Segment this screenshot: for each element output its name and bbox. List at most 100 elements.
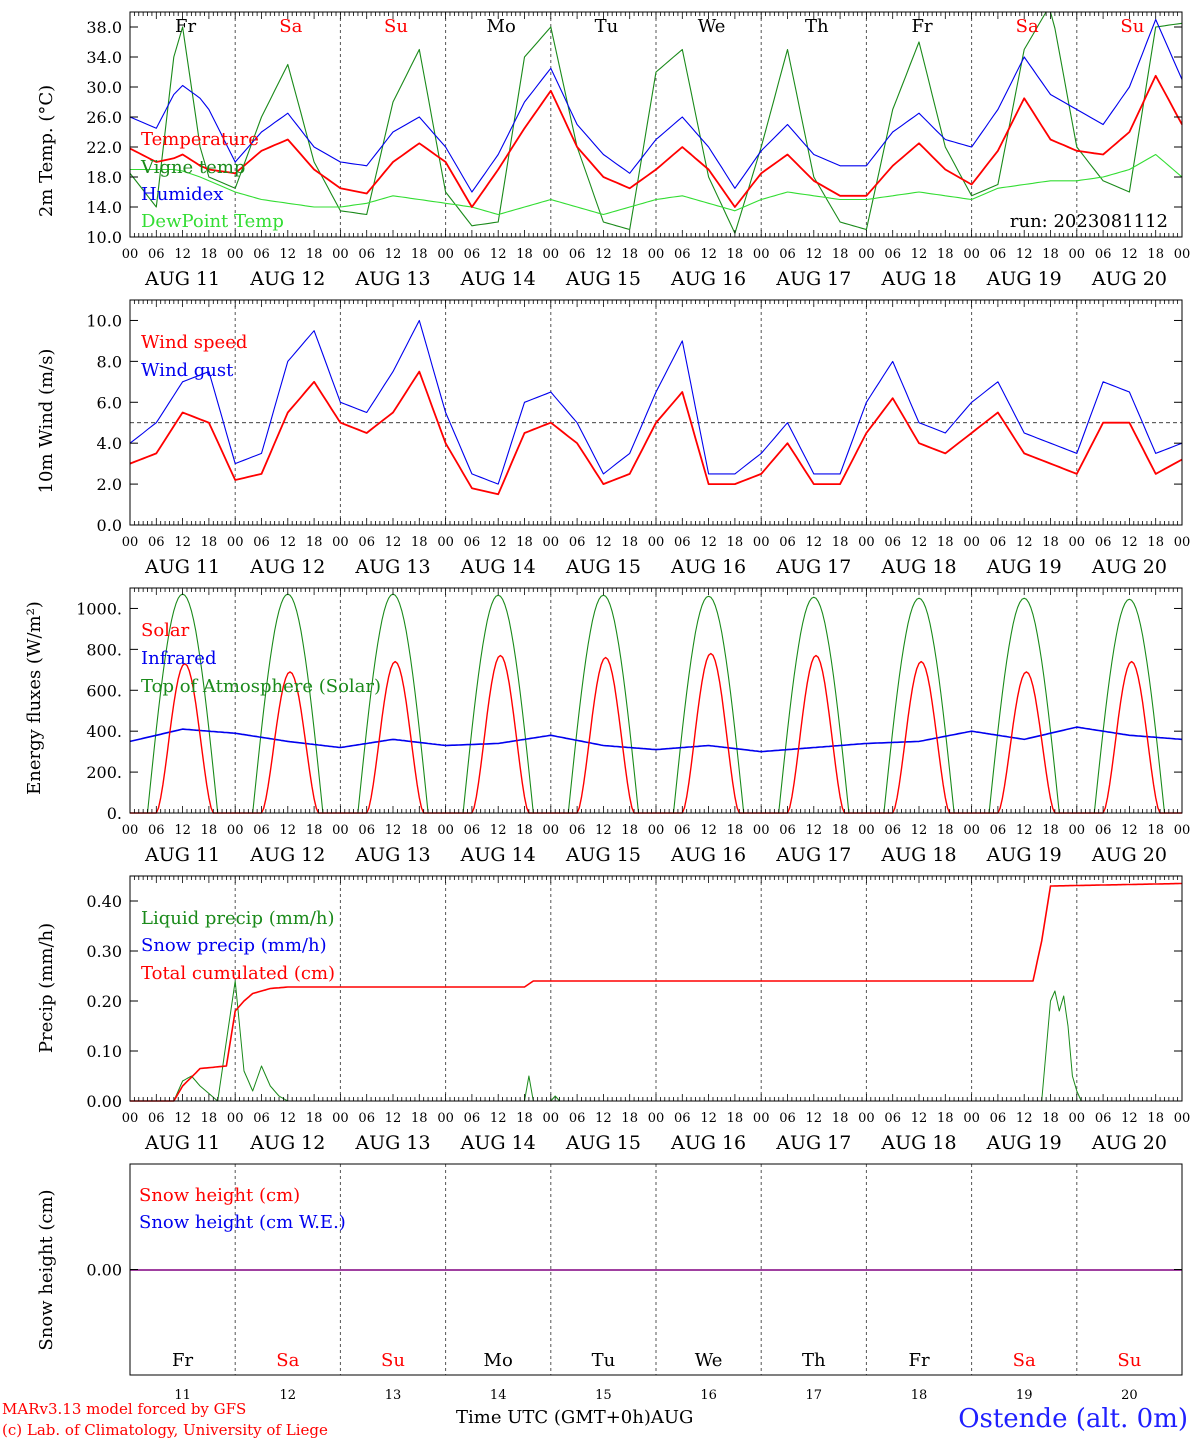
hour-tick-label: 00 xyxy=(648,535,665,550)
hour-tick-label: 00 xyxy=(753,823,770,838)
hour-tick-label: 00 xyxy=(648,1111,665,1126)
hour-tick-label: 06 xyxy=(1095,535,1112,550)
date-label: AUG 18 xyxy=(880,268,956,290)
date-label: AUG 19 xyxy=(986,556,1062,578)
y-tick-label: 14.0 xyxy=(86,198,122,217)
credit-model: MARv3.13 model forced by GFS xyxy=(2,1400,246,1418)
day-number: 12 xyxy=(280,1388,297,1403)
y-tick-label: 34.0 xyxy=(86,48,122,67)
y-tick-label: 0.00 xyxy=(86,1261,122,1280)
hour-tick-label: 00 xyxy=(437,535,454,550)
hour-tick-label: 18 xyxy=(516,1111,533,1126)
weekday-label: Sa xyxy=(1013,1350,1036,1371)
bottom-axis-label: Time UTC (GMT+0h)AUG xyxy=(456,1407,693,1428)
hour-tick-label: 06 xyxy=(779,1111,796,1126)
legend-snow-height: Snow height (cm) xyxy=(139,1185,300,1206)
hour-tick-label: 06 xyxy=(884,1111,901,1126)
hour-tick-label: 00 xyxy=(963,247,980,262)
hour-tick-label: 12 xyxy=(1016,823,1033,838)
hour-tick-label: 00 xyxy=(1069,247,1086,262)
hour-tick-label: 06 xyxy=(358,247,375,262)
date-label: AUG 17 xyxy=(775,844,851,866)
date-label: AUG 19 xyxy=(986,268,1062,290)
hour-tick-label: 12 xyxy=(1121,247,1138,262)
hour-tick-label: 00 xyxy=(648,823,665,838)
date-label: AUG 16 xyxy=(670,1132,746,1154)
y-tick-label: 800. xyxy=(86,640,122,659)
y-tick-label: 18.0 xyxy=(86,168,122,187)
y-tick-label: 0.30 xyxy=(86,942,122,961)
hour-tick-label: 06 xyxy=(148,247,165,262)
hour-tick-label: 00 xyxy=(1174,823,1191,838)
hour-tick-label: 06 xyxy=(358,823,375,838)
series-wind-speed xyxy=(129,370,1183,496)
hour-tick-label: 00 xyxy=(122,1111,139,1126)
hour-tick-label: 00 xyxy=(648,247,665,262)
hour-tick-label: 00 xyxy=(543,535,560,550)
legend-dewpoint: DewPoint Temp xyxy=(141,211,284,232)
hour-tick-label: 18 xyxy=(306,823,323,838)
hour-tick-label: 06 xyxy=(569,1111,586,1126)
hour-tick-label: 06 xyxy=(464,1111,481,1126)
hour-tick-label: 12 xyxy=(385,823,402,838)
hour-tick-label: 06 xyxy=(464,247,481,262)
weekday-label: Su xyxy=(1120,16,1144,37)
hour-tick-label: 06 xyxy=(253,535,270,550)
y-tick-label: 600. xyxy=(86,681,122,700)
hour-tick-label: 18 xyxy=(306,535,323,550)
hour-tick-label: 12 xyxy=(280,535,297,550)
date-label: AUG 13 xyxy=(354,1132,430,1154)
station-name: Ostende (alt. 0m) xyxy=(958,1404,1188,1434)
panel-precip: 0.00 0.10 0.20 0.30 0.40 00 06 12 18 AUG 11 00 06 12… xyxy=(36,875,1190,1154)
hour-tick-label: 18 xyxy=(306,1111,323,1126)
day-number: 13 xyxy=(385,1388,402,1403)
hour-tick-label: 00 xyxy=(543,1111,560,1126)
hour-tick-label: 06 xyxy=(569,823,586,838)
hour-tick-label: 12 xyxy=(1121,535,1138,550)
panel-snow: 0.00 Fr 11 Sa 12 Su 13 Mo 14 Tu 15 We 16 Th 17 Fr 18 Sa 19… xyxy=(36,1163,1183,1403)
hour-tick-label: 12 xyxy=(700,535,717,550)
hour-tick-label: 18 xyxy=(832,247,849,262)
panel-energy: 0. 200. 400. 600. 800. 1000. 00 06 12 18 AUG 11 00 0… xyxy=(24,587,1191,866)
legend-total-cumulated: Total cumulated (cm) xyxy=(141,963,335,984)
hour-tick-label: 18 xyxy=(1147,823,1164,838)
hour-tick-label: 06 xyxy=(779,247,796,262)
date-label: AUG 17 xyxy=(775,268,851,290)
date-label: AUG 12 xyxy=(249,1132,325,1154)
hour-tick-label: 18 xyxy=(937,535,954,550)
hour-tick-label: 12 xyxy=(174,247,191,262)
weekday-label: Mo xyxy=(487,16,516,37)
hour-tick-label: 06 xyxy=(148,1111,165,1126)
hour-tick-label: 18 xyxy=(727,535,744,550)
hour-tick-label: 06 xyxy=(674,823,691,838)
hour-tick-label: 12 xyxy=(174,535,191,550)
hour-tick-label: 12 xyxy=(806,823,823,838)
day-number: 15 xyxy=(595,1388,612,1403)
hour-tick-label: 12 xyxy=(490,823,507,838)
date-label: AUG 19 xyxy=(986,1132,1062,1154)
weekday-label: Fr xyxy=(911,16,932,37)
hour-tick-label: 18 xyxy=(1147,535,1164,550)
day-number: 16 xyxy=(700,1388,717,1403)
weekday-label: Fr xyxy=(172,1350,193,1371)
weekday-label: Sa xyxy=(1016,16,1039,37)
hour-tick-label: 18 xyxy=(201,535,218,550)
y-tick-label: 8.0 xyxy=(97,352,122,371)
hour-tick-label: 00 xyxy=(332,823,349,838)
hour-tick-label: 18 xyxy=(727,247,744,262)
hour-tick-label: 18 xyxy=(1147,1111,1164,1126)
hour-tick-label: 18 xyxy=(621,247,638,262)
date-label: AUG 19 xyxy=(986,844,1062,866)
date-label: AUG 16 xyxy=(670,556,746,578)
hour-tick-label: 06 xyxy=(990,247,1007,262)
hour-tick-label: 06 xyxy=(358,1111,375,1126)
hour-tick-label: 00 xyxy=(963,535,980,550)
legend-solar: Solar xyxy=(141,620,190,641)
hour-tick-label: 00 xyxy=(227,1111,244,1126)
hour-tick-label: 12 xyxy=(806,247,823,262)
hour-tick-label: 06 xyxy=(1095,247,1112,262)
hour-tick-label: 12 xyxy=(280,1111,297,1126)
hour-tick-label: 12 xyxy=(806,535,823,550)
legend-wind-gust: Wind gust xyxy=(141,360,234,381)
